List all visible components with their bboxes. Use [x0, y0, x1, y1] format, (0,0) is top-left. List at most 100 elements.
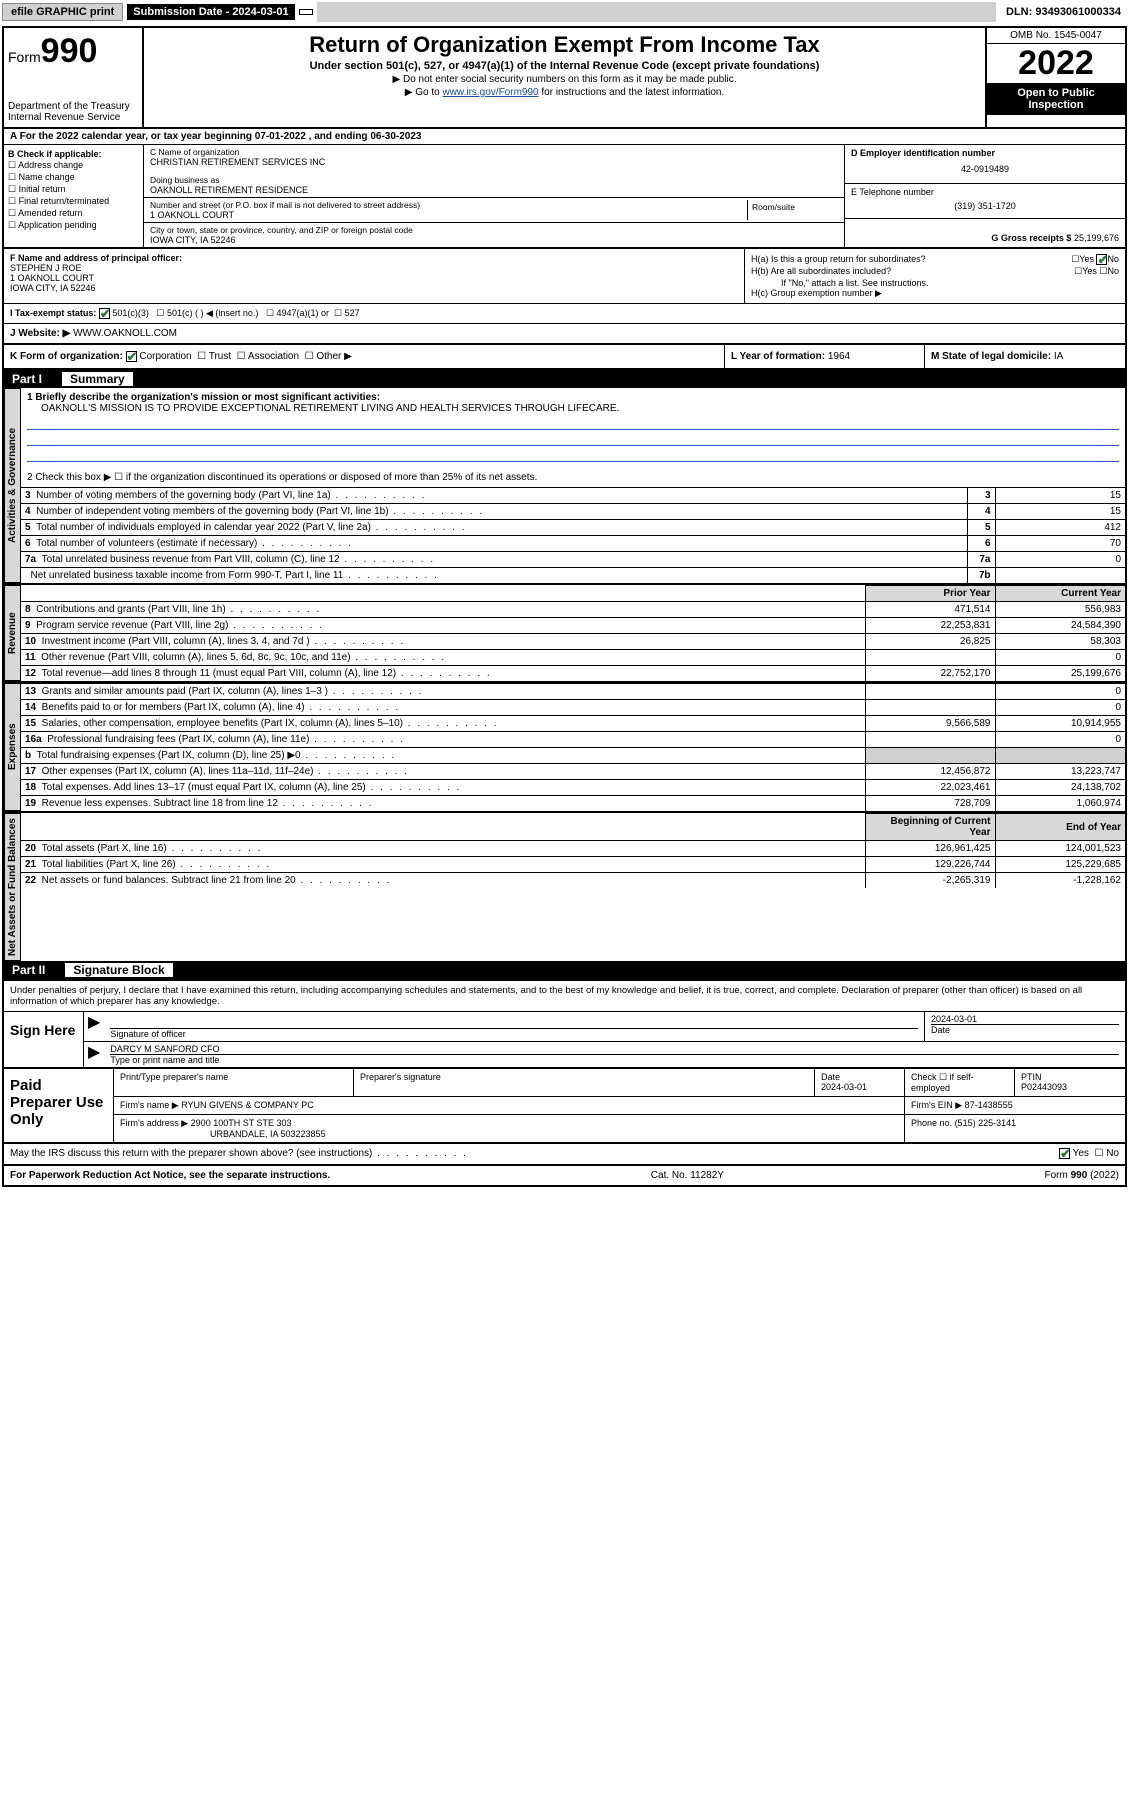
omb-number: OMB No. 1545-0047	[987, 28, 1125, 44]
state-lbl: M State of legal domicile:	[931, 351, 1051, 362]
ha-no-check[interactable]	[1096, 254, 1107, 265]
part2-header: Part II Signature Block	[4, 961, 1125, 979]
header-title-block: Return of Organization Exempt From Incom…	[144, 28, 985, 127]
discuss-answer: Yes ☐ No	[1059, 1148, 1119, 1159]
chk-final[interactable]: ☐ Final return/terminated	[8, 196, 139, 207]
opt-other: Other ▶	[316, 351, 351, 362]
form-subtitle: Under section 501(c), 527, or 4947(a)(1)…	[152, 60, 977, 72]
side-governance: Activities & Governance	[4, 388, 21, 583]
irs-label: Internal Revenue Service	[8, 112, 138, 123]
c-name-lbl: C Name of organization	[150, 147, 838, 157]
begin-year-head: Beginning of Current Year	[865, 814, 995, 841]
table-row: 6 Total number of volunteers (estimate i…	[21, 536, 1125, 552]
dln-label: DLN: 93493061000334	[1000, 4, 1127, 20]
table-row: 16a Professional fundraising fees (Part …	[21, 732, 1125, 748]
summary-expenses: Expenses 13 Grants and similar amounts p…	[4, 681, 1125, 811]
phone-value: (319) 351-1720	[851, 197, 1119, 215]
opt-4947: 4947(a)(1) or	[277, 308, 330, 318]
chk-initial[interactable]: ☐ Initial return	[8, 184, 139, 195]
501c3-check[interactable]	[99, 308, 110, 319]
city-lbl: City or town, state or province, country…	[150, 225, 838, 235]
table-row: 11 Other revenue (Part VIII, column (A),…	[21, 650, 1125, 666]
org-addr: 1 OAKNOLL COURT	[150, 210, 747, 220]
website-value: WWW.OAKNOLL.COM	[73, 328, 177, 339]
table-row: 4 Number of independent voting members o…	[21, 504, 1125, 520]
firm-phone-lbl: Phone no.	[911, 1118, 952, 1128]
table-row: 18 Total expenses. Add lines 13–17 (must…	[21, 780, 1125, 796]
opt-527: 527	[345, 308, 360, 318]
part2-title: Signature Block	[65, 963, 172, 977]
mission-text: OAKNOLL'S MISSION IS TO PROVIDE EXCEPTIO…	[27, 403, 1119, 414]
current-year-head: Current Year	[995, 586, 1125, 602]
mission-line	[27, 432, 1119, 446]
sig-date: 2024-03-01	[931, 1014, 1119, 1024]
hb-label: H(b) Are all subordinates included?	[751, 266, 891, 277]
form-note2: ▶ Go to www.irs.gov/Form990 for instruct…	[152, 87, 977, 98]
dba-lbl: Doing business as	[150, 175, 838, 185]
sig-row-2: ▶ DARCY M SANFORD CFO Type or print name…	[84, 1042, 1125, 1067]
table-row: 15 Salaries, other compensation, employe…	[21, 716, 1125, 732]
prep-date-lbl: Date	[821, 1072, 898, 1082]
table-row: Net unrelated business taxable income fr…	[21, 568, 1125, 584]
state-val: IA	[1054, 351, 1063, 362]
top-toolbar: efile GRAPHIC print Submission Date - 20…	[0, 0, 1129, 24]
chk-amended[interactable]: ☐ Amended return	[8, 208, 139, 219]
year-lbl: L Year of formation:	[731, 351, 825, 362]
chk-address[interactable]: ☐ Address change	[8, 160, 139, 171]
ha-label: H(a) Is this a group return for subordin…	[751, 254, 926, 265]
prior-year-head: Prior Year	[865, 586, 995, 602]
form-title: Return of Organization Exempt From Incom…	[152, 32, 977, 58]
net-head: Beginning of Current Year End of Year	[21, 814, 1125, 841]
officer-addr2: IOWA CITY, IA 52246	[10, 283, 738, 293]
q2-label: 2 Check this box ▶ ☐ if the organization…	[27, 472, 1119, 483]
note2-pre: ▶ Go to	[405, 87, 443, 98]
l-year: L Year of formation: 1964	[725, 345, 925, 368]
part1-title: Summary	[62, 372, 133, 386]
paperwork-notice: For Paperwork Reduction Act Notice, see …	[10, 1170, 330, 1181]
efile-button[interactable]: efile GRAPHIC print	[2, 3, 123, 21]
form-990-num: 990	[41, 32, 98, 70]
toolbar-spacer	[317, 2, 996, 22]
irs-link[interactable]: www.irs.gov/Form990	[442, 87, 538, 98]
header-left: Form990 Department of the Treasury Inter…	[4, 28, 144, 127]
summary-revenue: Revenue Prior Year Current Year 8 Contri…	[4, 583, 1125, 681]
corp-check[interactable]	[126, 351, 137, 362]
q1-label: 1 Briefly describe the organization's mi…	[27, 392, 1119, 403]
d-ein: D Employer identification number 42-0919…	[845, 145, 1125, 184]
year-val: 1964	[828, 351, 850, 362]
side-expenses: Expenses	[4, 683, 21, 811]
section-i: I Tax-exempt status: 501(c)(3) ☐ 501(c) …	[4, 304, 1125, 324]
sig-officer-lbl: Signature of officer	[110, 1028, 918, 1039]
org-city: IOWA CITY, IA 52246	[150, 235, 838, 245]
section-bcd: B Check if applicable: ☐ Address change …	[4, 145, 1125, 249]
discuss-yes-check[interactable]	[1059, 1148, 1070, 1159]
submission-date: Submission Date - 2024-03-01	[127, 4, 294, 20]
paid-row-1: Print/Type preparer's name Preparer's si…	[114, 1069, 1125, 1097]
firm-addr1: 2900 100TH ST STE 303	[191, 1118, 292, 1128]
ein-value: 42-0919489	[851, 158, 1119, 180]
discuss-label: May the IRS discuss this return with the…	[10, 1148, 468, 1159]
paid-row-2: Firm's name ▶ RYUN GIVENS & COMPANY PC F…	[114, 1097, 1125, 1115]
table-row: b Total fundraising expenses (Part IX, c…	[21, 748, 1125, 764]
net-table: Beginning of Current Year End of Year 20…	[21, 813, 1125, 888]
i-label: I Tax-exempt status:	[10, 308, 96, 318]
chk-pending[interactable]: ☐ Application pending	[8, 220, 139, 231]
gross-lbl: G Gross receipts $	[991, 233, 1071, 243]
ein-lbl: D Employer identification number	[851, 148, 1119, 158]
footer-row: For Paperwork Reduction Act Notice, see …	[4, 1166, 1125, 1185]
d-gross: G Gross receipts $ 25,199,676	[845, 219, 1125, 246]
firm-phone: (515) 225-3141	[955, 1118, 1017, 1128]
chk-name[interactable]: ☐ Name change	[8, 172, 139, 183]
table-row: 9 Program service revenue (Part VIII, li…	[21, 618, 1125, 634]
hb-note: If "No," attach a list. See instructions…	[751, 278, 1119, 288]
form-no-footer: Form 990 (2022)	[1045, 1170, 1119, 1181]
phone-lbl: E Telephone number	[851, 187, 1119, 197]
col-d: D Employer identification number 42-0919…	[845, 145, 1125, 247]
arrow-icon: ▶	[84, 1042, 104, 1067]
arrow-icon: ▶	[84, 1012, 104, 1041]
col-f-officer: F Name and address of principal officer:…	[4, 249, 745, 303]
opt-trust: Trust	[209, 351, 231, 362]
table-row: 21 Total liabilities (Part X, line 26)12…	[21, 857, 1125, 873]
col-h: H(a) Is this a group return for subordin…	[745, 249, 1125, 303]
table-row: 19 Revenue less expenses. Subtract line …	[21, 796, 1125, 812]
